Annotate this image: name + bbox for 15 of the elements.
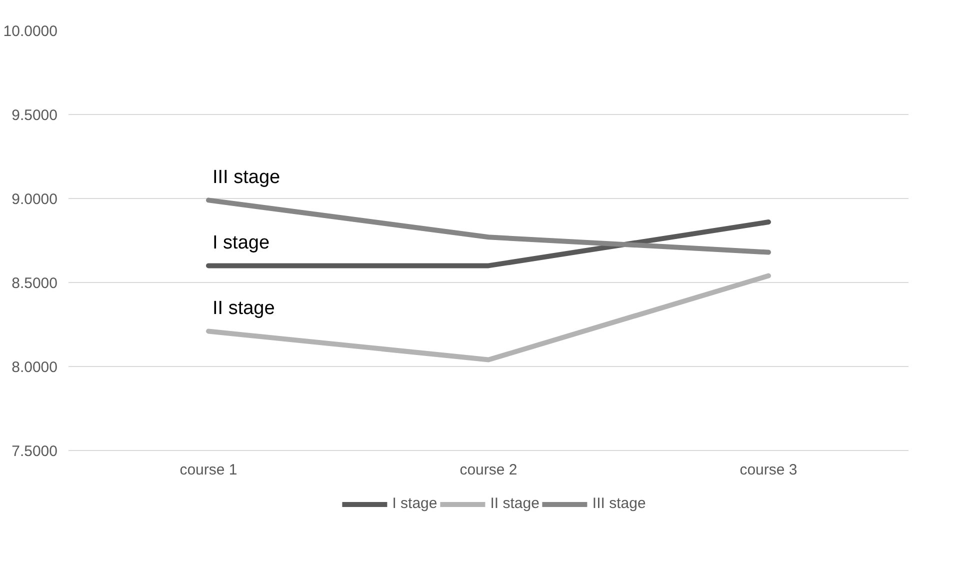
y-tick-label: 8.5000	[12, 275, 58, 292]
legend-label: I stage	[392, 495, 438, 512]
y-tick-label: 9.5000	[12, 107, 58, 124]
y-tick-label: 7.5000	[12, 443, 58, 460]
text: I stage	[212, 232, 270, 254]
x-tick-label: course 3	[740, 462, 798, 478]
legend-label: II stage	[490, 495, 540, 512]
y-tick-label: 10.0000	[3, 23, 58, 40]
y-tick-label: 9.0000	[12, 191, 58, 208]
x-tick-label: course 2	[460, 462, 518, 478]
text: II stage	[212, 298, 275, 320]
y-tick-label: 8.0000	[12, 359, 58, 376]
text: III stage	[212, 167, 280, 188]
legend-label: III stage	[592, 495, 646, 512]
x-tick-label: course 1	[180, 462, 238, 478]
